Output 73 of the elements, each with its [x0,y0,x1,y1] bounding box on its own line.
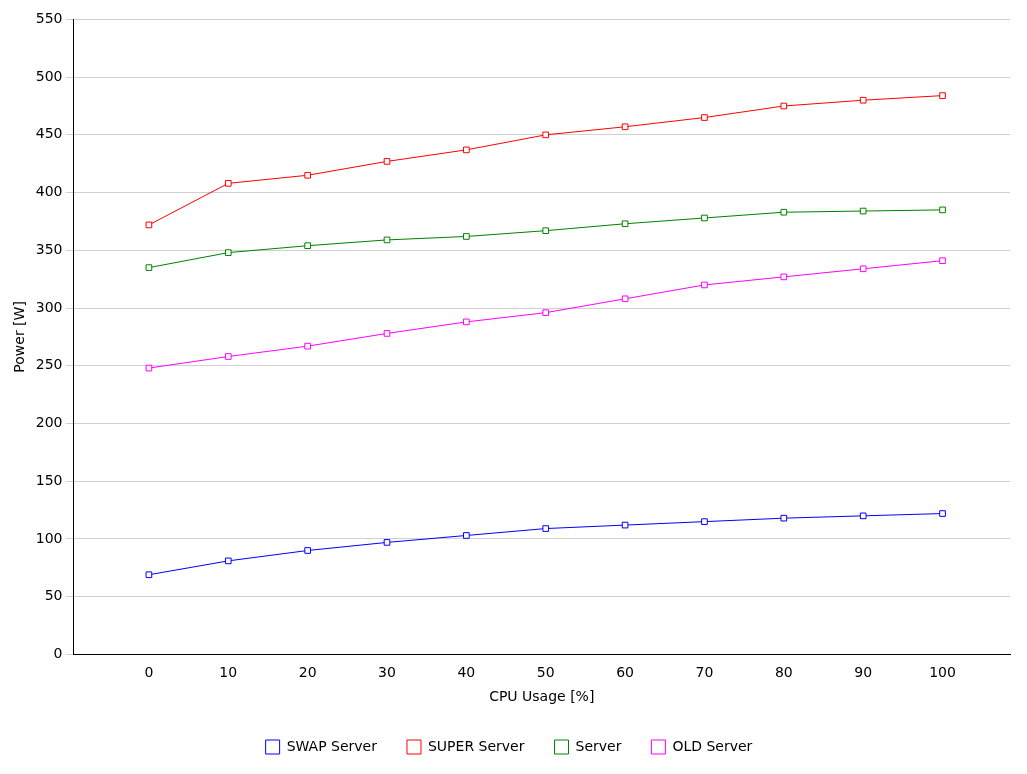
y-tick-label: 50 [44,587,63,604]
point [621,220,629,228]
x-tick-label: 50 [536,664,555,681]
point [621,123,629,131]
x-tick-label: 30 [378,664,396,681]
point [859,265,867,273]
point [542,131,550,139]
point [701,281,708,289]
y-tick-label: 400 [35,183,63,200]
x-tick-label: 20 [298,664,317,681]
point [701,114,708,121]
point [224,557,232,565]
point [304,547,311,554]
point [939,206,946,214]
point [780,273,788,281]
point [463,532,470,539]
point [780,208,788,216]
point [463,233,470,240]
y-tick-label: 550 [35,10,63,27]
x-tick-label: 70 [695,664,714,681]
point [145,264,153,271]
point [304,342,311,350]
point [542,227,550,235]
point [224,180,232,187]
point [621,295,629,303]
x-tick-label: 80 [774,664,793,681]
point [780,514,788,522]
point [304,171,311,179]
point [383,158,391,165]
point [859,512,867,520]
point [701,518,708,525]
x-tick-label: 90 [854,664,873,681]
legend-label: SUPER Server [427,737,525,754]
point [383,236,391,244]
point [224,353,232,360]
legend-label: OLD Server [672,737,753,754]
legend-label: Server [575,737,622,754]
point [542,309,550,316]
y-axis-title: Power [W] [11,301,28,373]
point [939,510,946,517]
y-tick-label: 0 [53,645,63,662]
x-tick-label: 40 [457,664,476,681]
point [780,102,788,110]
y-tick-label: 450 [35,125,63,142]
y-tick-label: 500 [35,67,63,84]
y-tick-label: 250 [35,356,63,373]
point [145,571,153,579]
x-axis-title: CPU Usage [%] [489,688,595,705]
x-tick-label: 0 [144,664,154,681]
x-tick-label: 60 [616,664,635,681]
y-tick-label: 300 [35,298,63,315]
legend-label: SWAP Server [286,737,378,754]
point [145,221,153,229]
y-tick-label: 150 [35,471,63,488]
x-tick-label: 10 [219,664,238,681]
point [621,521,629,529]
point [939,257,946,265]
point [859,96,867,104]
point [224,249,232,256]
point [145,364,153,372]
point [463,318,470,326]
x-tick-label: 100 [929,664,956,681]
y-tick-label: 350 [35,240,63,257]
point [304,242,311,250]
y-tick-label: 200 [35,414,63,431]
point [463,146,470,154]
y-tick-label: 100 [35,529,63,546]
point [939,92,946,99]
point [383,330,391,337]
point [383,539,391,546]
point [859,207,867,215]
point [542,525,550,532]
point [701,214,708,222]
